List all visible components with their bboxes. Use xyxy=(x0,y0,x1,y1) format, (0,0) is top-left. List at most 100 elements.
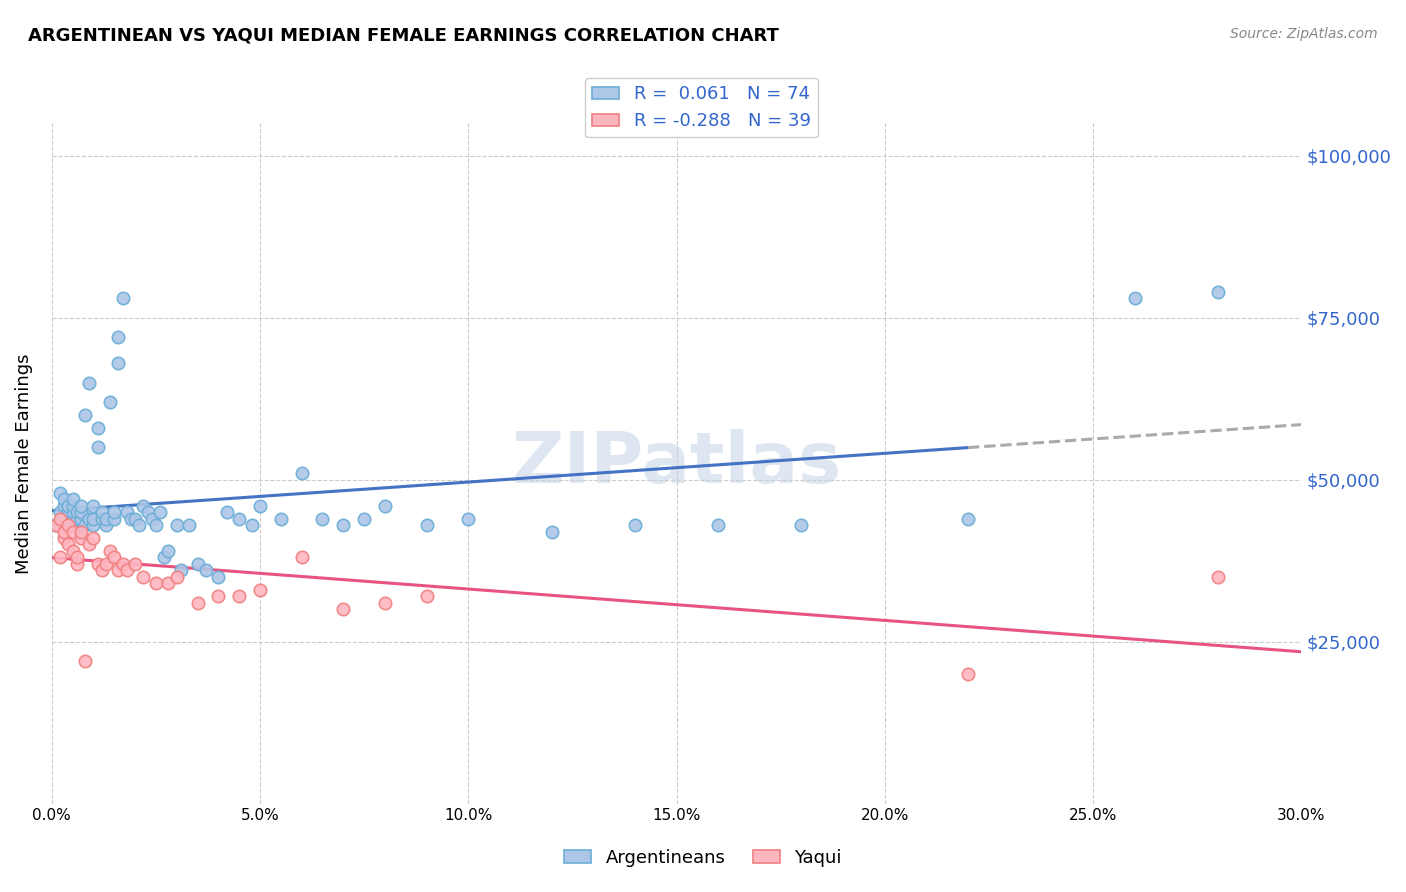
Point xyxy=(228,511,250,525)
Point xyxy=(1206,285,1229,299)
Point xyxy=(90,563,112,577)
Text: Source: ZipAtlas.com: Source: ZipAtlas.com xyxy=(1230,27,1378,41)
Point xyxy=(77,511,100,525)
Legend: R =  0.061   N = 74, R = -0.288   N = 39: R = 0.061 N = 74, R = -0.288 N = 39 xyxy=(585,78,818,137)
Point xyxy=(124,557,146,571)
Point xyxy=(136,505,159,519)
Point xyxy=(186,557,208,571)
Point xyxy=(540,524,562,539)
Point xyxy=(94,557,117,571)
Point xyxy=(215,505,238,519)
Legend: Argentineans, Yaqui: Argentineans, Yaqui xyxy=(557,842,849,874)
Point xyxy=(62,505,84,519)
Point xyxy=(103,550,125,565)
Point xyxy=(77,376,100,390)
Point xyxy=(53,524,76,539)
Point xyxy=(132,570,155,584)
Point xyxy=(179,518,201,533)
Point xyxy=(332,518,354,533)
Point xyxy=(62,499,84,513)
Point xyxy=(49,550,72,565)
Point xyxy=(194,563,217,577)
Point xyxy=(153,550,176,565)
Point xyxy=(141,511,163,525)
Point xyxy=(624,518,647,533)
Point xyxy=(62,524,84,539)
Point xyxy=(145,576,167,591)
Point xyxy=(70,531,93,545)
Point xyxy=(49,505,72,519)
Point xyxy=(111,291,134,305)
Point xyxy=(157,576,180,591)
Point xyxy=(124,511,146,525)
Point xyxy=(207,589,229,603)
Point xyxy=(957,511,980,525)
Point xyxy=(58,518,80,533)
Point xyxy=(82,531,104,545)
Point xyxy=(58,499,80,513)
Point xyxy=(415,589,437,603)
Point xyxy=(132,499,155,513)
Point xyxy=(75,518,97,533)
Point xyxy=(107,356,129,370)
Point xyxy=(70,524,93,539)
Point xyxy=(115,563,138,577)
Point xyxy=(353,511,375,525)
Point xyxy=(75,408,97,422)
Point xyxy=(1123,291,1146,305)
Point xyxy=(166,570,188,584)
Point xyxy=(707,518,730,533)
Point xyxy=(103,505,125,519)
Point xyxy=(82,511,104,525)
Point xyxy=(145,518,167,533)
Point xyxy=(98,544,121,558)
Point xyxy=(311,511,333,525)
Y-axis label: Median Female Earnings: Median Female Earnings xyxy=(15,353,32,574)
Text: ZIPatlas: ZIPatlas xyxy=(512,429,842,498)
Point xyxy=(94,518,117,533)
Point xyxy=(291,550,314,565)
Point xyxy=(149,505,172,519)
Point xyxy=(103,511,125,525)
Point xyxy=(82,499,104,513)
Point xyxy=(58,505,80,519)
Point xyxy=(66,518,89,533)
Point xyxy=(66,550,89,565)
Point xyxy=(107,563,129,577)
Point xyxy=(66,505,89,519)
Point xyxy=(291,467,314,481)
Text: ARGENTINEAN VS YAQUI MEDIAN FEMALE EARNINGS CORRELATION CHART: ARGENTINEAN VS YAQUI MEDIAN FEMALE EARNI… xyxy=(28,27,779,45)
Point xyxy=(207,570,229,584)
Point xyxy=(53,492,76,507)
Point xyxy=(186,596,208,610)
Point xyxy=(58,537,80,551)
Point xyxy=(790,518,813,533)
Point xyxy=(77,537,100,551)
Point xyxy=(94,511,117,525)
Point xyxy=(86,440,108,454)
Point xyxy=(228,589,250,603)
Point xyxy=(62,492,84,507)
Point xyxy=(332,602,354,616)
Point xyxy=(957,667,980,681)
Point xyxy=(90,505,112,519)
Point xyxy=(374,499,396,513)
Point xyxy=(270,511,292,525)
Point xyxy=(111,557,134,571)
Point xyxy=(249,582,271,597)
Point xyxy=(62,544,84,558)
Point xyxy=(53,531,76,545)
Point xyxy=(170,563,193,577)
Point xyxy=(70,499,93,513)
Point xyxy=(166,518,188,533)
Point xyxy=(457,511,479,525)
Point xyxy=(45,518,67,533)
Point xyxy=(415,518,437,533)
Point xyxy=(82,518,104,533)
Point xyxy=(249,499,271,513)
Point xyxy=(53,511,76,525)
Point xyxy=(70,505,93,519)
Point xyxy=(58,518,80,533)
Point xyxy=(157,544,180,558)
Point xyxy=(53,499,76,513)
